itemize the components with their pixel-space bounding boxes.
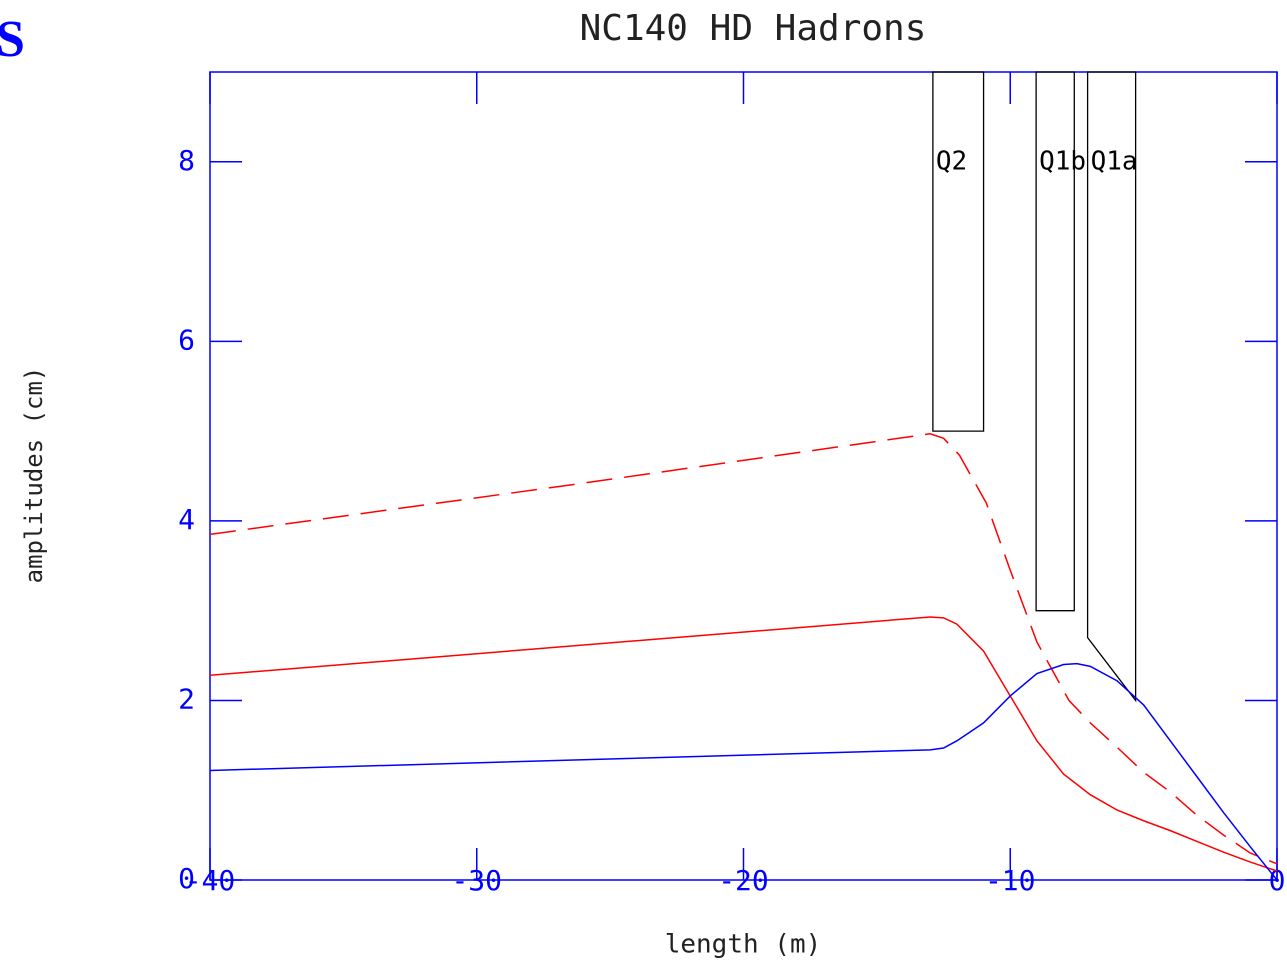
y-tick-label: 4 <box>178 503 195 536</box>
series-line <box>209 662 1278 881</box>
y-tick-label: 0 <box>178 862 195 895</box>
chart-title: NC140 HD Hadrons <box>580 8 927 49</box>
y-axis-label: amplitudes (cm) <box>20 367 48 584</box>
plot-frame <box>209 71 1278 881</box>
y-tick-label: 8 <box>178 144 195 177</box>
series-line <box>209 616 1278 872</box>
magnet-label: Q2 <box>936 146 967 176</box>
magnet-label: Q1b <box>1039 146 1086 176</box>
magnet-label: Q1a <box>1091 146 1138 176</box>
magnet <box>1086 71 1137 703</box>
magnet <box>1035 71 1075 612</box>
series-line <box>209 433 1278 865</box>
x-tick-label: -20 <box>718 864 769 897</box>
x-tick-label: -30 <box>451 864 502 897</box>
x-tick-label: -10 <box>985 864 1036 897</box>
magnet <box>932 71 985 432</box>
y-tick-label: 6 <box>178 323 195 356</box>
corner-text: S <box>0 11 25 68</box>
x-axis-label: length (m) <box>665 930 822 960</box>
y-tick-label: 2 <box>178 682 195 715</box>
